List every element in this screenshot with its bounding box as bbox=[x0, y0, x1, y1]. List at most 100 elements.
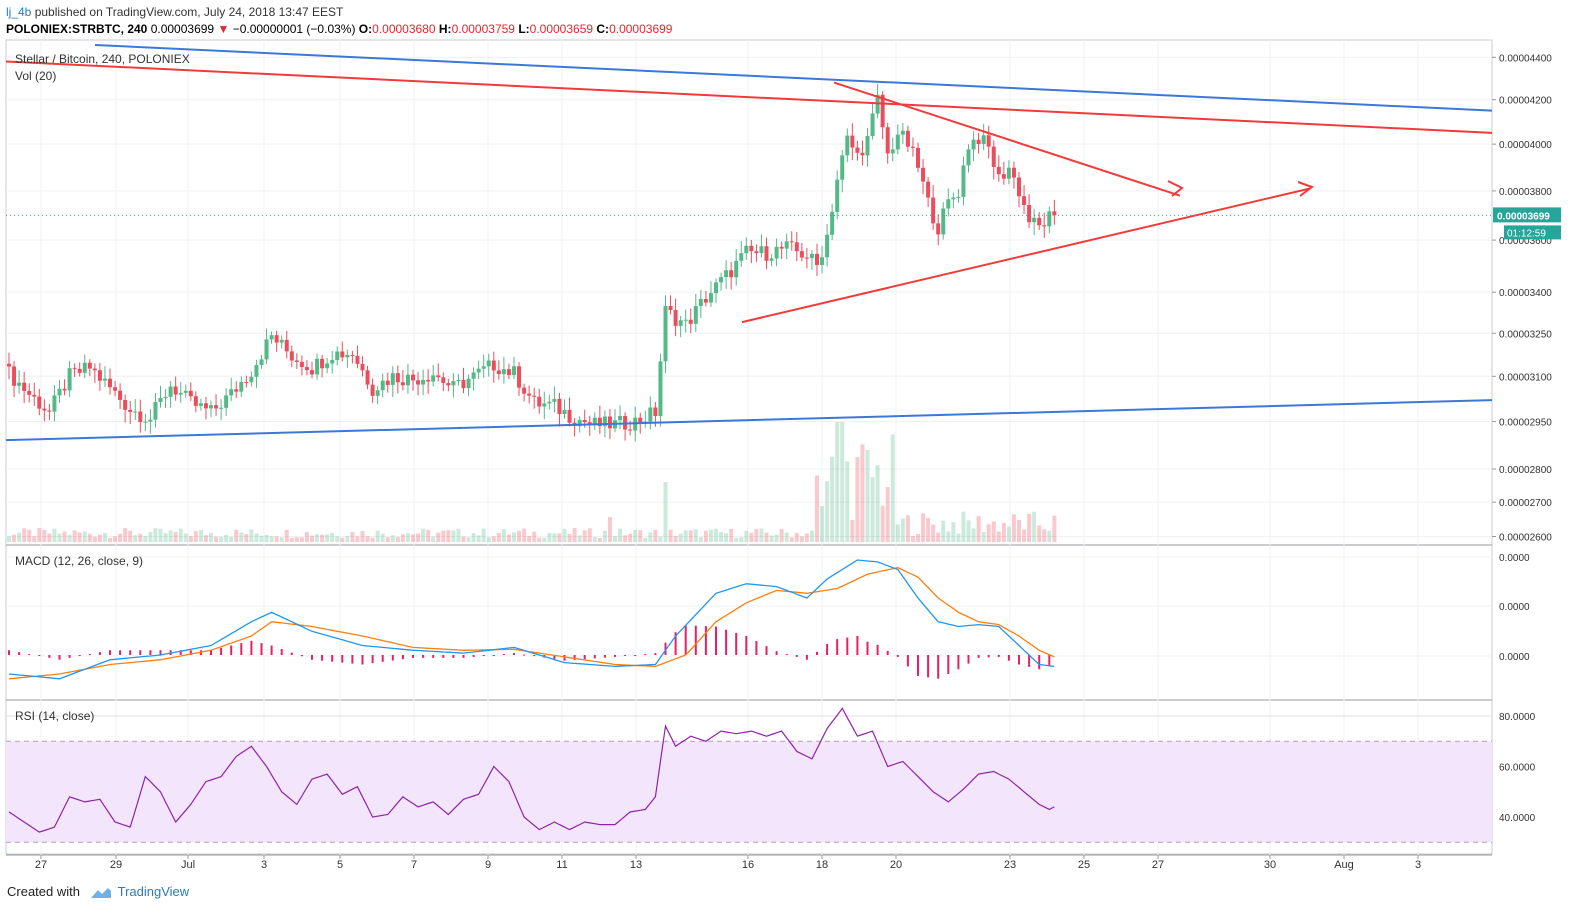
candle-body bbox=[214, 405, 219, 409]
candle-body bbox=[441, 377, 446, 384]
histogram-bar bbox=[836, 639, 839, 655]
volume-bar bbox=[466, 537, 471, 542]
histogram-bar bbox=[906, 655, 909, 667]
volume-bar bbox=[870, 477, 875, 542]
ohlc-header: POLONIEX:STRBTC, 240 0.00003699 ▼ −0.000… bbox=[6, 22, 672, 36]
resistance-line bbox=[5, 60, 1493, 134]
candle-body bbox=[830, 211, 835, 235]
volume-bar bbox=[264, 534, 269, 542]
arrow-head bbox=[1167, 180, 1184, 197]
volume-bar bbox=[209, 532, 213, 542]
volume-bar bbox=[1022, 529, 1027, 542]
histogram-bar bbox=[553, 655, 556, 660]
grid-lines bbox=[6, 40, 1492, 855]
candle-body bbox=[784, 241, 789, 249]
candle-body bbox=[153, 402, 158, 420]
volume-bar bbox=[158, 528, 163, 542]
volume-bar bbox=[729, 528, 734, 542]
candle-body bbox=[1042, 225, 1047, 227]
histogram-bar bbox=[290, 652, 293, 655]
volume-bar bbox=[123, 528, 128, 542]
arrow-head bbox=[1297, 181, 1315, 197]
candle-body bbox=[269, 335, 274, 340]
candle-body bbox=[315, 358, 320, 375]
volume-bar bbox=[815, 475, 819, 542]
volume-bar bbox=[567, 533, 572, 542]
volume-bar bbox=[143, 535, 148, 542]
candle-body bbox=[274, 335, 279, 343]
histogram-bar bbox=[715, 626, 717, 655]
volume-bar bbox=[269, 536, 274, 542]
time-tick-label: 11 bbox=[556, 859, 567, 871]
volume-bar bbox=[506, 534, 511, 542]
candle-body bbox=[850, 135, 855, 148]
volume-bar bbox=[789, 537, 794, 542]
histogram-bar bbox=[401, 655, 404, 660]
macd-histogram bbox=[8, 625, 1051, 679]
triangle-upper-arrow bbox=[833, 81, 1181, 197]
candle-body bbox=[380, 380, 385, 391]
histogram-bar bbox=[987, 655, 990, 658]
time-axis: 27 29 Jul 3 5 7 9 11 13 16 18 20 23 25 27 30 Aug 3 bbox=[35, 855, 1421, 871]
volume-bar bbox=[769, 535, 774, 542]
candle-body bbox=[249, 376, 254, 383]
volume-bar bbox=[658, 536, 663, 542]
histogram-bar bbox=[957, 655, 960, 670]
price-tick-label: 0.00003600 bbox=[1499, 236, 1552, 247]
volume-bar bbox=[234, 529, 239, 542]
low-value: 0.00003659 bbox=[529, 22, 594, 36]
candle-body bbox=[12, 366, 17, 386]
volume-bar bbox=[921, 513, 926, 542]
volume-bar bbox=[1017, 520, 1021, 542]
macd-tick-label: 0.0000 bbox=[1499, 553, 1530, 564]
volume-bar bbox=[966, 520, 971, 542]
volume-bars bbox=[7, 422, 1057, 542]
histogram-bar bbox=[977, 655, 980, 658]
candle-body bbox=[330, 360, 335, 364]
volume-bar bbox=[552, 533, 557, 542]
histogram-bar bbox=[1048, 655, 1051, 667]
candle-body bbox=[421, 379, 426, 385]
volume-bar bbox=[890, 434, 895, 542]
candle-body bbox=[582, 419, 587, 423]
candle-body bbox=[522, 387, 527, 394]
histogram-bar bbox=[482, 655, 485, 656]
candle-body bbox=[542, 403, 547, 407]
author-link[interactable]: lj_4b bbox=[6, 5, 32, 19]
candle-body bbox=[405, 374, 410, 386]
volume-bar bbox=[522, 528, 527, 542]
candle-body bbox=[67, 368, 72, 391]
tradingview-brand-link[interactable]: TradingView bbox=[117, 884, 190, 899]
candle-body bbox=[996, 166, 1001, 175]
candle-body bbox=[708, 293, 713, 303]
candle-body bbox=[446, 383, 451, 386]
candle-body bbox=[325, 363, 330, 369]
candle-body bbox=[279, 339, 284, 343]
candle-body bbox=[259, 359, 264, 365]
histogram-bar bbox=[240, 643, 243, 655]
candle-body bbox=[340, 351, 345, 358]
change-arrow: ▼ bbox=[217, 22, 230, 36]
candle-body bbox=[648, 407, 653, 422]
volume-bar bbox=[370, 537, 375, 542]
candle-body bbox=[1027, 204, 1032, 223]
volume-bar bbox=[910, 535, 915, 542]
histogram-bar bbox=[68, 655, 71, 658]
volume-bar bbox=[517, 530, 522, 542]
candle-body bbox=[148, 419, 153, 422]
candle-body bbox=[32, 394, 37, 397]
histogram-bar bbox=[735, 632, 738, 655]
volume-bar bbox=[900, 518, 905, 542]
volume-bar bbox=[148, 532, 153, 542]
candle-body bbox=[789, 241, 794, 243]
volume-bar bbox=[678, 533, 683, 542]
candle-body bbox=[890, 149, 895, 154]
histogram-bar bbox=[603, 655, 606, 658]
price-tick-label: 0.00002800 bbox=[1499, 465, 1552, 476]
candle-body bbox=[471, 372, 476, 379]
volume-bar bbox=[880, 505, 885, 542]
candle-body bbox=[971, 139, 976, 150]
volume-bar bbox=[597, 537, 602, 542]
volume-bar bbox=[7, 536, 11, 542]
